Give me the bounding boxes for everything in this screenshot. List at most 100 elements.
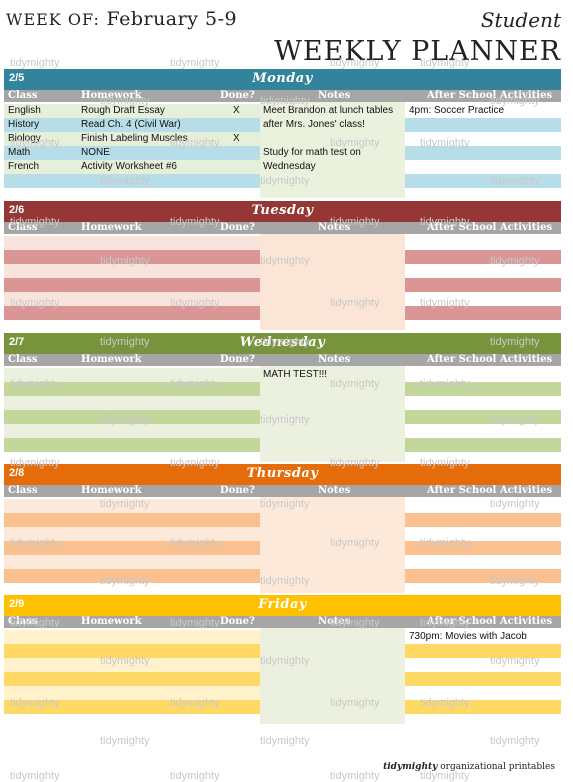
activity-row[interactable]: [405, 160, 561, 174]
activity-row[interactable]: [405, 438, 561, 452]
homework-row[interactable]: [4, 658, 260, 672]
column-header-done: Done?: [220, 222, 255, 233]
activity-row[interactable]: [405, 236, 561, 250]
day-section-monday: 2/5 Monday Class Homework Done? Notes After Sc…: [4, 69, 561, 198]
notes-area[interactable]: [260, 628, 405, 724]
column-header-class: Class: [8, 616, 38, 627]
homework-row[interactable]: [4, 541, 260, 555]
column-header-row: Class Homework Done? Notes After School Acti…: [4, 485, 561, 497]
homework-row[interactable]: [4, 264, 260, 278]
activity-row[interactable]: [405, 630, 561, 644]
activity-row[interactable]: [405, 527, 561, 541]
column-header-row: Class Homework Done? Notes After School Acti…: [4, 222, 561, 234]
day-date: 2/5: [9, 72, 25, 84]
homework-row[interactable]: [4, 382, 260, 396]
activity-row[interactable]: [405, 306, 561, 320]
activity-row[interactable]: [405, 292, 561, 306]
activity-row[interactable]: [405, 250, 561, 264]
homework-row[interactable]: [4, 555, 260, 569]
footer: tidymighty organizational printables: [383, 762, 555, 772]
cell-homework: Activity Worksheet #6: [81, 161, 177, 172]
column-header-notes: Notes: [318, 222, 351, 233]
homework-row[interactable]: [4, 644, 260, 658]
homework-row[interactable]: [4, 146, 260, 160]
day-date: 2/8: [9, 467, 25, 479]
note-line: Meet Brandon at lunch tables: [263, 105, 394, 116]
column-header-row: Class Homework Done? Notes After School Acti…: [4, 354, 561, 366]
homework-row[interactable]: [4, 569, 260, 583]
homework-row[interactable]: [4, 396, 260, 410]
notes-area[interactable]: [260, 497, 405, 593]
activity-row[interactable]: [405, 264, 561, 278]
homework-row[interactable]: [4, 410, 260, 424]
activity-row[interactable]: [405, 686, 561, 700]
homework-row[interactable]: [4, 132, 260, 146]
notes-area[interactable]: [260, 102, 405, 198]
activity-row[interactable]: [405, 541, 561, 555]
activity-row[interactable]: [405, 382, 561, 396]
notes-area[interactable]: [260, 366, 405, 462]
homework-row[interactable]: [4, 368, 260, 382]
week-dates: February 5-9: [106, 8, 238, 30]
notes-area[interactable]: [260, 234, 405, 330]
activity-row[interactable]: [405, 174, 561, 188]
homework-row[interactable]: [4, 499, 260, 513]
activity-row[interactable]: [405, 368, 561, 382]
activity-row[interactable]: [405, 658, 561, 672]
homework-row[interactable]: [4, 438, 260, 452]
homework-row[interactable]: [4, 306, 260, 320]
activity-row[interactable]: [405, 278, 561, 292]
homework-row[interactable]: [4, 292, 260, 306]
activity-row[interactable]: [405, 499, 561, 513]
cell-done: X: [233, 133, 240, 144]
day-name: Wednesday: [239, 335, 326, 350]
homework-row[interactable]: [4, 672, 260, 686]
homework-row[interactable]: [4, 174, 260, 188]
activity-row[interactable]: [405, 700, 561, 714]
homework-row[interactable]: [4, 700, 260, 714]
activity-row[interactable]: [405, 118, 561, 132]
homework-row[interactable]: [4, 104, 260, 118]
homework-row[interactable]: [4, 236, 260, 250]
homework-row[interactable]: [4, 160, 260, 174]
activity-row[interactable]: [405, 396, 561, 410]
homework-row[interactable]: [4, 686, 260, 700]
cell-class: English: [8, 105, 41, 116]
note-line: after Mrs. Jones' class!: [263, 119, 365, 130]
column-header-done: Done?: [220, 485, 255, 496]
activity-row[interactable]: [405, 644, 561, 658]
homework-row[interactable]: [4, 513, 260, 527]
day-name: Thursday: [246, 466, 319, 481]
activity-row[interactable]: [405, 132, 561, 146]
activity-row[interactable]: [405, 104, 561, 118]
homework-row[interactable]: [4, 278, 260, 292]
day-date: 2/9: [9, 598, 25, 610]
day-section-wednesday: 2/7 Wednesday Class Homework Done? Notes After…: [4, 333, 561, 462]
day-section-friday: 2/9 Friday Class Homework Done? Notes After Sc…: [4, 595, 561, 724]
homework-row[interactable]: [4, 527, 260, 541]
activity-row[interactable]: [405, 424, 561, 438]
student-label: Student: [480, 8, 561, 32]
homework-row[interactable]: [4, 250, 260, 264]
column-header-activities: After School Activities: [427, 616, 553, 627]
column-header-activities: After School Activities: [427, 485, 553, 496]
homework-row[interactable]: [4, 424, 260, 438]
column-header-done: Done?: [220, 616, 255, 627]
column-header-row: Class Homework Done? Notes After School Acti…: [4, 616, 561, 628]
activity-row[interactable]: [405, 410, 561, 424]
activity-row[interactable]: [405, 569, 561, 583]
activity-row[interactable]: [405, 672, 561, 686]
activity-row[interactable]: [405, 555, 561, 569]
page-title: WEEKLY PLANNER: [274, 36, 561, 67]
day-date: 2/7: [9, 336, 25, 348]
activity-row[interactable]: [405, 513, 561, 527]
activity-row[interactable]: [405, 146, 561, 160]
homework-row[interactable]: [4, 118, 260, 132]
cell-homework: Finish Labeling Muscles: [81, 133, 188, 144]
homework-row[interactable]: [4, 630, 260, 644]
day-section-thursday: 2/8 Thursday Class Homework Done? Notes After …: [4, 464, 561, 593]
column-header-row: Class Homework Done? Notes After School Acti…: [4, 90, 561, 102]
day-name: Friday: [258, 597, 307, 612]
column-header-notes: Notes: [318, 90, 351, 101]
activity-text: 730pm: Movies with Jacob: [409, 631, 527, 642]
